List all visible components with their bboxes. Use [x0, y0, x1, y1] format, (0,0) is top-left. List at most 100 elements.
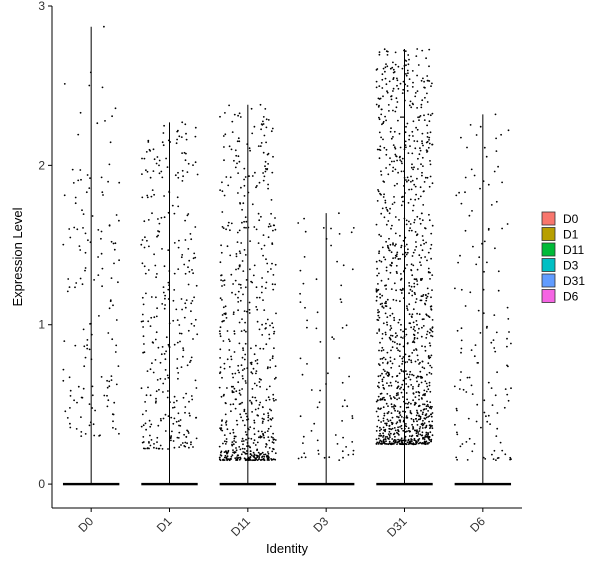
data-point — [188, 412, 191, 415]
data-point — [410, 188, 413, 191]
data-point — [398, 219, 400, 221]
data-point — [410, 438, 413, 441]
data-point — [260, 248, 263, 250]
data-point — [165, 350, 168, 353]
zero-points-D3 — [297, 482, 355, 486]
data-point — [79, 277, 82, 280]
data-point — [161, 448, 164, 450]
data-point — [225, 420, 228, 422]
data-point — [242, 349, 245, 351]
data-point — [399, 421, 402, 423]
data-point — [415, 402, 417, 405]
data-point — [192, 164, 194, 167]
data-point — [421, 99, 424, 102]
data-point — [394, 63, 397, 66]
data-point — [396, 343, 399, 345]
data-point — [243, 368, 246, 370]
data-point — [425, 416, 428, 419]
data-point — [380, 392, 383, 395]
data-point — [427, 251, 430, 254]
data-point — [407, 401, 410, 404]
data-point — [469, 124, 472, 126]
data-point — [417, 391, 420, 393]
data-point — [422, 77, 424, 80]
data-point — [147, 141, 150, 143]
data-point — [244, 431, 247, 433]
data-point — [268, 337, 271, 340]
data-point — [189, 233, 192, 235]
data-point — [232, 376, 235, 379]
data-point — [460, 351, 462, 354]
data-point — [107, 180, 109, 183]
data-point — [409, 100, 412, 103]
data-point — [384, 331, 387, 334]
data-point — [158, 222, 161, 225]
data-point — [458, 388, 461, 390]
data-point — [224, 413, 227, 416]
data-point — [190, 356, 193, 359]
data-point — [403, 185, 405, 187]
data-point — [235, 154, 238, 157]
data-point — [269, 366, 272, 369]
data-point — [167, 139, 170, 142]
data-point — [265, 399, 268, 402]
data-point — [263, 455, 266, 458]
data-point — [400, 386, 402, 389]
data-point — [377, 419, 380, 422]
data-point — [423, 438, 426, 441]
data-point — [386, 382, 388, 384]
data-point — [146, 239, 148, 242]
data-point — [391, 312, 394, 315]
data-point — [259, 103, 262, 106]
data-point — [405, 253, 408, 256]
data-point — [241, 221, 243, 224]
data-point — [381, 305, 384, 308]
data-point — [392, 68, 395, 71]
data-point — [386, 323, 389, 326]
data-point — [146, 170, 149, 173]
data-point — [416, 233, 419, 236]
data-point — [389, 271, 392, 274]
data-point — [381, 380, 384, 383]
data-point — [236, 231, 239, 234]
data-point — [410, 175, 412, 178]
data-point — [241, 260, 244, 262]
data-point — [242, 443, 244, 446]
data-point — [384, 66, 387, 69]
data-point — [384, 370, 386, 372]
data-point — [230, 410, 232, 413]
data-point — [386, 435, 388, 438]
data-point — [345, 446, 347, 448]
data-point — [421, 132, 424, 135]
data-point — [175, 142, 178, 145]
data-point — [243, 451, 246, 454]
data-point — [376, 68, 379, 70]
data-point — [400, 246, 402, 249]
data-point — [398, 434, 400, 436]
data-point — [187, 162, 190, 165]
data-point — [405, 423, 407, 425]
data-point — [258, 219, 261, 222]
data-point — [390, 384, 393, 387]
data-point — [376, 200, 379, 202]
data-point — [407, 54, 410, 56]
data-point — [492, 458, 495, 460]
data-point — [187, 432, 190, 434]
data-point — [408, 435, 411, 437]
data-point — [383, 441, 386, 443]
data-point — [400, 391, 403, 394]
data-point — [167, 281, 170, 284]
data-point — [382, 120, 385, 123]
data-point — [262, 433, 265, 436]
data-point — [304, 306, 306, 309]
data-point — [412, 340, 415, 342]
data-point — [396, 398, 398, 401]
data-point — [424, 435, 427, 437]
data-point — [267, 416, 270, 419]
data-point — [238, 456, 240, 459]
data-point — [479, 332, 482, 334]
data-point — [397, 349, 399, 352]
data-point — [244, 459, 247, 462]
data-point — [392, 71, 395, 74]
